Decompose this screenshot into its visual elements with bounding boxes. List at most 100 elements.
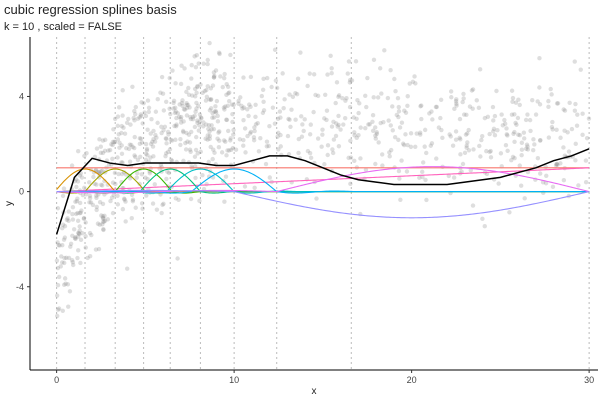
x-tick-label: 10 (229, 375, 239, 385)
scatter-point (331, 119, 336, 125)
scatter-point (110, 180, 116, 185)
scatter-point (190, 116, 196, 122)
scatter-point (352, 158, 357, 163)
scatter-point (66, 209, 71, 214)
scatter-point (296, 136, 302, 142)
scatter-point (119, 151, 125, 156)
scatter-point (83, 234, 88, 239)
scatter-point (258, 135, 263, 141)
scatter-point (208, 144, 213, 150)
scatter-point (196, 128, 202, 133)
scatter-point (193, 65, 199, 70)
scatter-point (466, 127, 471, 133)
scatter-point (69, 258, 75, 263)
scatter-point (458, 137, 463, 142)
scatter-point (276, 147, 281, 152)
scatter-point (522, 196, 527, 201)
scatter-point (261, 99, 266, 104)
scatter-point (573, 141, 578, 147)
scatter-point (173, 137, 178, 142)
scatter-point (580, 111, 585, 116)
scatter-point (535, 99, 540, 104)
scatter-point (159, 124, 164, 130)
scatter-point (148, 141, 154, 147)
scatter-point (301, 128, 306, 134)
scatter-point (352, 133, 357, 138)
scatter-point (230, 111, 235, 117)
scatter-point (184, 113, 190, 118)
scatter-point (198, 115, 204, 120)
scatter-point (132, 153, 137, 158)
scatter-point (381, 119, 386, 125)
scatter-point (199, 115, 204, 121)
scatter-point (95, 221, 101, 226)
scatter-point (343, 98, 348, 103)
scatter-point (184, 102, 190, 108)
scatter-point (185, 102, 191, 108)
scatter-point (345, 71, 350, 76)
scatter-point (154, 207, 160, 212)
scatter-point (70, 204, 76, 210)
scatter-point (255, 121, 260, 126)
scatter-point (83, 245, 88, 250)
scatter-point (91, 174, 96, 180)
scatter-point (324, 108, 330, 113)
scatter-point (175, 256, 180, 261)
scatter-point (476, 105, 482, 111)
scatter-point (137, 141, 143, 147)
scatter-point (300, 122, 305, 127)
scatter-point (510, 154, 516, 160)
scatter-point (329, 71, 334, 76)
scatter-point (68, 241, 74, 246)
scatter-point (385, 95, 391, 101)
scatter-point (399, 120, 405, 125)
scatter-point (119, 143, 124, 148)
scatter-point (335, 124, 340, 129)
scatter-point (237, 137, 243, 142)
scatter-point (397, 125, 403, 130)
scatter-point (128, 122, 133, 127)
scatter-point (448, 89, 454, 94)
scatter-point (354, 135, 359, 141)
basis-function (56, 168, 590, 194)
scatter-point (498, 151, 504, 156)
scatter-point (488, 148, 493, 154)
scatter-point (194, 52, 199, 58)
scatter-point (151, 136, 156, 142)
scatter-point (357, 101, 362, 106)
scatter-point (366, 122, 371, 127)
scatter-point (561, 107, 566, 112)
scatter-point (273, 78, 279, 83)
scatter-point (558, 161, 563, 166)
scatter-point (229, 102, 235, 107)
scatter-point (98, 150, 104, 156)
scatter-point (151, 128, 156, 134)
scatter-point (145, 127, 150, 132)
scatter-point (308, 122, 313, 127)
scatter-point (209, 123, 214, 128)
scatter-point (433, 104, 439, 110)
x-tick-label: 30 (584, 375, 594, 385)
scatter-point (256, 149, 262, 154)
scatter-point (477, 67, 483, 72)
scatter-point (252, 125, 257, 130)
scatter-point (100, 168, 105, 173)
scatter-point (174, 123, 179, 129)
scatter-point (349, 78, 355, 83)
scatter-point (509, 157, 514, 163)
scatter-point (134, 175, 139, 180)
scatter-point (566, 149, 572, 154)
scatter-point (212, 150, 217, 155)
scatter-point (392, 134, 398, 140)
scatter-point (267, 123, 272, 129)
scatter-point (583, 158, 589, 163)
scatter-point (70, 259, 76, 265)
scatter-point (397, 176, 402, 181)
scatter-point (122, 197, 127, 202)
scatter-point (55, 307, 61, 312)
scatter-point (100, 201, 106, 207)
scatter-point (101, 226, 106, 232)
scatter-point (346, 59, 352, 64)
